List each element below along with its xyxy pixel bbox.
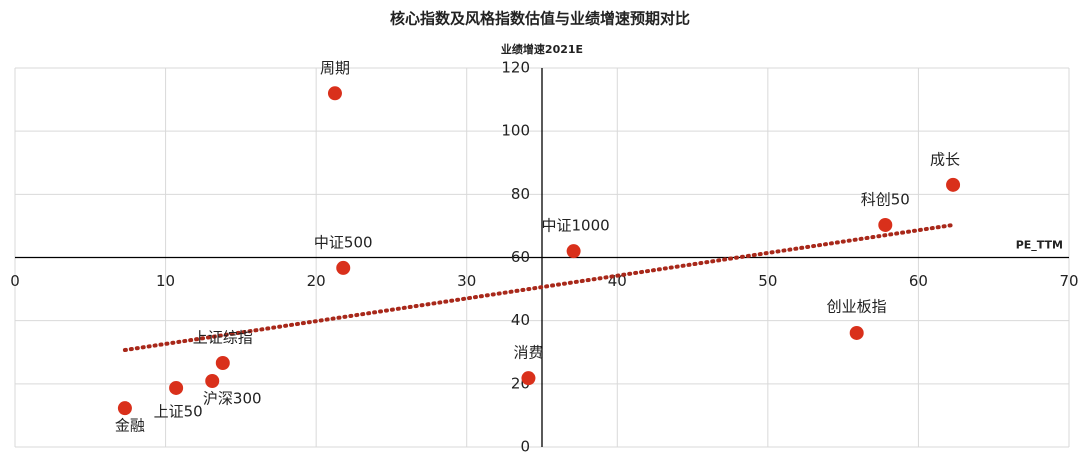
y-tick-label: 0	[520, 438, 530, 456]
point	[327, 86, 342, 101]
x-tick-label: 30	[457, 272, 476, 290]
point-label: 沪深300	[203, 389, 262, 407]
point	[117, 401, 132, 416]
y-tick-label: 60	[511, 248, 530, 266]
point-label: 上证综指	[193, 328, 253, 346]
point-label: 上证50	[154, 402, 203, 420]
x-tick-label: 0	[10, 272, 20, 290]
x-axis-label: PE_TTM	[1016, 239, 1063, 252]
y-axis-label: 业绩增速2021E	[501, 42, 583, 56]
y-tick-label: 100	[501, 122, 530, 140]
x-tick-label: 10	[156, 272, 175, 290]
point	[566, 244, 581, 259]
x-tick-label: 20	[307, 272, 326, 290]
x-tick-label: 60	[909, 272, 928, 290]
point	[849, 325, 864, 340]
point	[946, 177, 961, 192]
point-label: 金融	[115, 417, 145, 435]
point-label: 中证500	[314, 233, 373, 251]
point	[205, 373, 220, 388]
point-label: 科创50	[861, 190, 910, 208]
x-tick-label: 50	[758, 272, 777, 290]
y-tick-label: 40	[511, 311, 530, 329]
chart-title: 核心指数及风格指数估值与业绩增速预期对比	[390, 10, 690, 28]
point	[336, 260, 351, 275]
point	[521, 371, 536, 386]
point-label: 消费	[513, 344, 543, 362]
y-tick-label: 80	[511, 185, 530, 203]
y-tick-label: 120	[501, 59, 530, 77]
point-label: 中证1000	[542, 217, 610, 235]
point	[215, 355, 230, 370]
point	[169, 380, 184, 395]
point-label: 成长	[930, 150, 960, 168]
trendline	[122, 222, 956, 353]
point-label: 周期	[320, 59, 350, 77]
point-label: 创业板指	[827, 297, 887, 315]
point	[878, 217, 893, 232]
x-tick-label: 70	[1059, 272, 1078, 290]
